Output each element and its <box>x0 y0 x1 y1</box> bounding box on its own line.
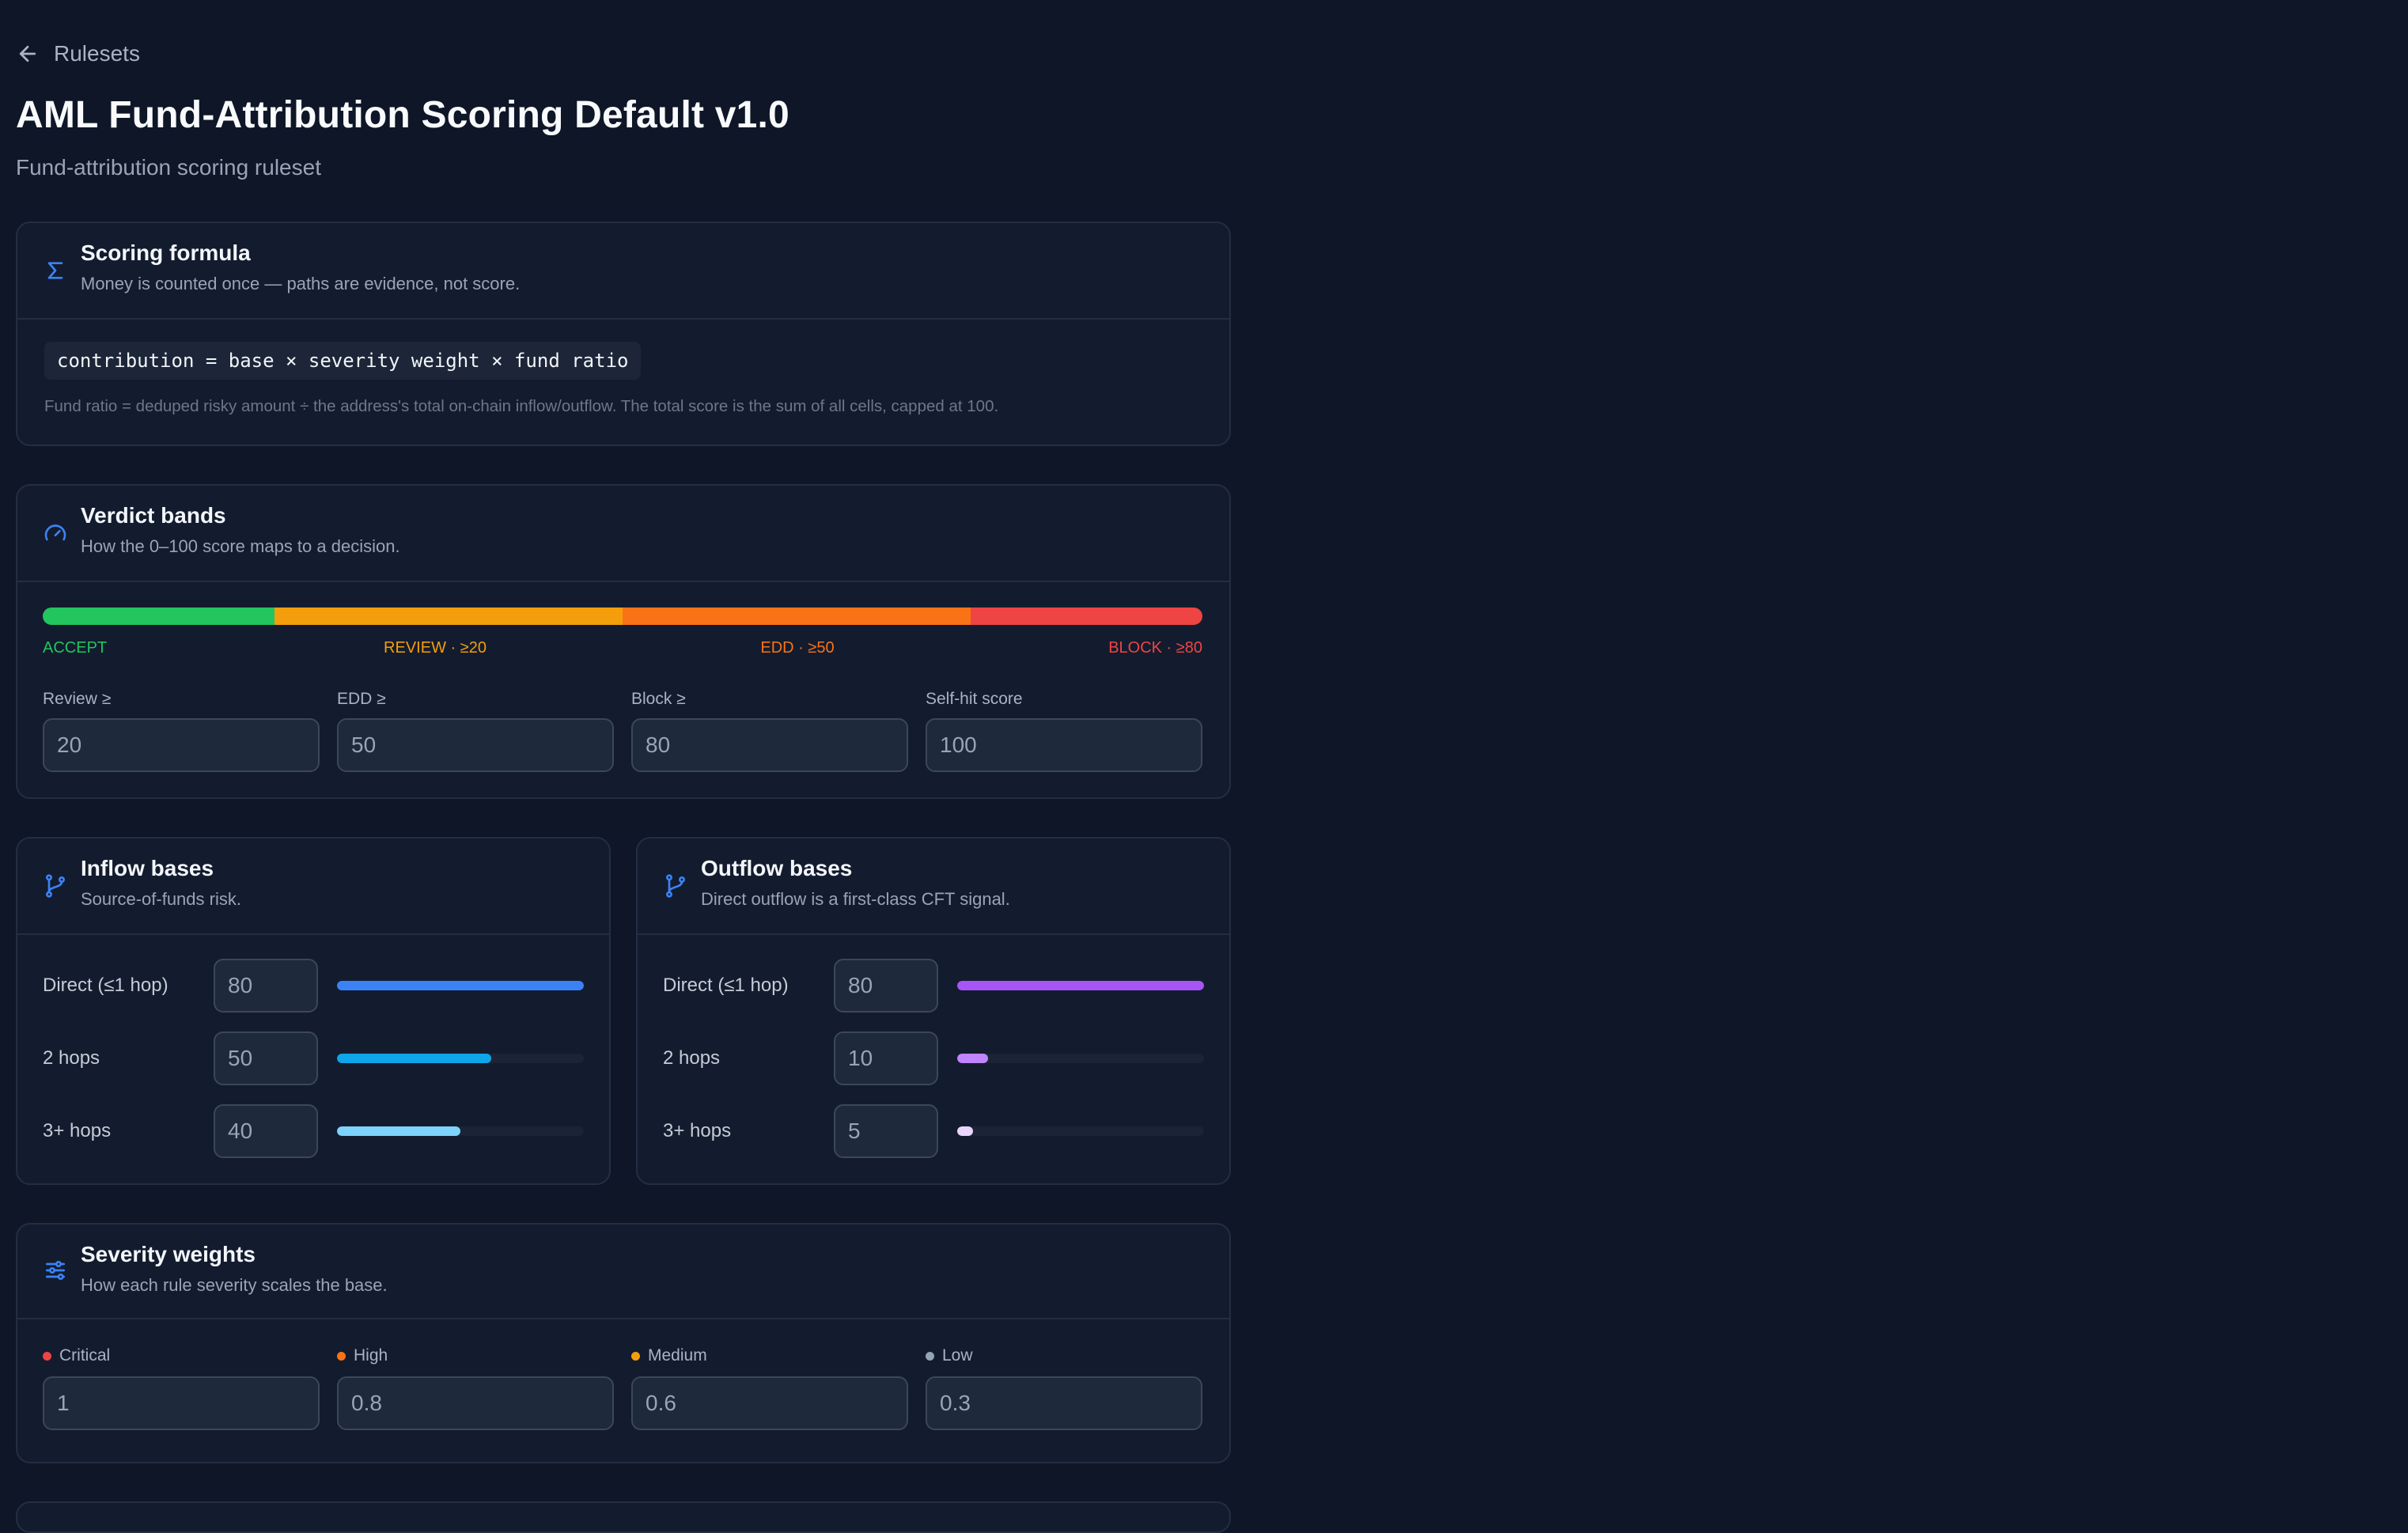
card-header: Verdict bands How the 0–100 score maps t… <box>17 486 1229 582</box>
formula-code: contribution = base × severity weight × … <box>44 342 642 380</box>
card-header: Severity weights How each rule severity … <box>17 1225 1229 1319</box>
card-description: How each rule severity scales the base. <box>81 1275 388 1295</box>
base-row-label: 2 hops <box>43 1047 100 1069</box>
field-label: Block ≥ <box>631 690 686 709</box>
card-description: How the 0–100 score maps to a decision. <box>81 536 400 556</box>
card-title: Verdict bands <box>81 503 226 528</box>
severity-label-text: Low <box>942 1346 973 1365</box>
card-title: Scoring formula <box>81 240 251 265</box>
base-value-bar-fill <box>337 1054 491 1063</box>
severity-label: Low <box>926 1346 973 1365</box>
threshold-input[interactable] <box>337 718 614 772</box>
back-link-label: Rulesets <box>54 41 140 66</box>
card-description: Money is counted once — paths are eviden… <box>81 274 521 293</box>
severity-dot <box>631 1351 640 1361</box>
base-value-input[interactable] <box>214 1031 318 1085</box>
severity-label: Medium <box>631 1346 707 1365</box>
page-title: AML Fund-Attribution Scoring Default v1.… <box>16 94 789 136</box>
base-value-bar <box>957 981 1204 990</box>
severity-weight-input[interactable] <box>631 1376 908 1430</box>
severity-label-text: Critical <box>59 1346 111 1365</box>
severity-label: High <box>337 1346 388 1365</box>
base-value-input[interactable] <box>834 1031 938 1085</box>
base-value-input[interactable] <box>834 1104 938 1158</box>
base-value-bar <box>337 981 584 990</box>
severity-dot <box>43 1351 51 1361</box>
base-value-input[interactable] <box>834 959 938 1013</box>
base-row-label: 3+ hops <box>43 1120 112 1141</box>
field-label-text: EDD ≥ <box>337 690 386 708</box>
base-row-label: 3+ hops <box>663 1120 732 1141</box>
threshold-input[interactable] <box>43 718 320 772</box>
band-segment <box>622 608 971 625</box>
severity-label: Critical <box>43 1346 110 1365</box>
branch-icon <box>666 874 685 898</box>
scoring-formula-card: Scoring formula Money is counted once — … <box>16 221 1231 446</box>
band-segment <box>274 608 623 625</box>
severity-weight-input[interactable] <box>43 1376 320 1430</box>
base-row-label: 2 hops <box>663 1047 721 1069</box>
back-link[interactable]: Rulesets <box>16 40 140 68</box>
band-label: REVIEW · ≥20 <box>384 639 487 657</box>
card-description: Source-of-funds risk. <box>81 889 241 909</box>
threshold-input[interactable] <box>631 718 908 772</box>
band-segment <box>970 608 1202 625</box>
formula-note: Fund ratio = deduped risky amount ÷ the … <box>44 397 999 415</box>
card-header: Outflow bases Direct outflow is a first-… <box>638 838 1229 935</box>
field-label: Self-hit score <box>926 690 1023 709</box>
base-value-bar-fill <box>957 1126 973 1136</box>
arrow-left-icon <box>19 45 36 62</box>
page-subtitle: Fund-attribution scoring ruleset <box>16 155 321 180</box>
severity-label-text: High <box>354 1346 388 1365</box>
card-description: Direct outflow is a first-class CFT sign… <box>701 889 1010 909</box>
severity-dot <box>926 1351 934 1361</box>
next-card <box>16 1501 1231 1533</box>
base-row-label: Direct (≤1 hop) <box>663 975 789 996</box>
gauge-icon <box>44 524 66 541</box>
field-label-text: Self-hit score <box>926 690 1023 708</box>
severity-weight-input[interactable] <box>337 1376 614 1430</box>
card-title: Inflow bases <box>81 856 214 880</box>
base-value-input[interactable] <box>214 959 318 1013</box>
field-label: EDD ≥ <box>337 690 386 709</box>
threshold-input[interactable] <box>926 718 1202 772</box>
field-label-text: Block ≥ <box>631 690 686 708</box>
base-value-bar <box>337 1054 584 1063</box>
band-label: EDD · ≥50 <box>760 639 835 657</box>
card-title: Severity weights <box>81 1242 256 1266</box>
band-label: BLOCK · ≥80 <box>1108 639 1202 657</box>
base-value-input[interactable] <box>214 1104 318 1158</box>
verdict-band-bar <box>43 608 1202 625</box>
band-segment <box>43 608 275 625</box>
base-value-bar <box>957 1126 1204 1136</box>
band-label: ACCEPT <box>43 639 108 657</box>
sliders-icon <box>46 1261 65 1280</box>
card-header: Inflow bases Source-of-funds risk. <box>17 838 609 935</box>
base-value-bar-fill <box>337 1126 460 1136</box>
severity-dot <box>337 1351 346 1361</box>
base-value-bar-fill <box>337 981 584 990</box>
base-value-bar <box>337 1126 584 1136</box>
card-header: Scoring formula Money is counted once — … <box>17 223 1229 320</box>
base-value-bar-fill <box>957 1054 988 1063</box>
card-title: Outflow bases <box>701 856 853 880</box>
field-label: Review ≥ <box>43 690 111 709</box>
branch-icon <box>46 874 65 898</box>
base-value-bar-fill <box>957 981 1204 990</box>
field-label-text: Review ≥ <box>43 690 112 708</box>
severity-label-text: Medium <box>648 1346 707 1365</box>
severity-weight-input[interactable] <box>926 1376 1202 1430</box>
sigma-icon <box>47 262 63 279</box>
base-row-label: Direct (≤1 hop) <box>43 975 168 996</box>
base-value-bar <box>957 1054 1204 1063</box>
